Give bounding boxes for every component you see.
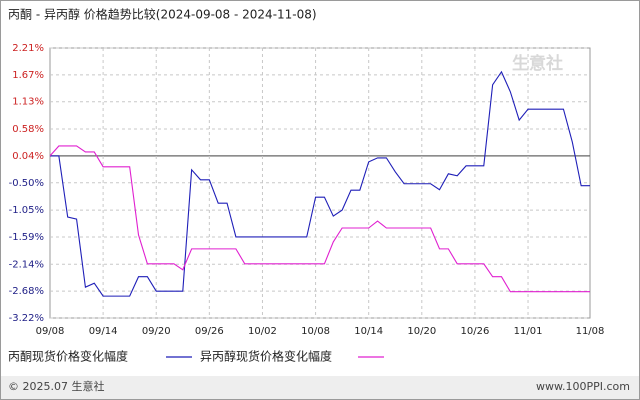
y-tick-label: -0.50% — [9, 178, 44, 189]
footer-band — [1, 376, 639, 399]
x-tick-label: 09/20 — [142, 326, 171, 337]
y-tick-label: -1.05% — [9, 205, 44, 216]
legend-label: 丙酮现货价格变化幅度 — [8, 349, 128, 364]
x-tick-label: 10/26 — [461, 326, 490, 337]
y-tick-label: -3.22% — [9, 313, 44, 324]
legend-label: 异丙醇现货价格变化幅度 — [200, 349, 332, 364]
x-tick-label: 10/08 — [301, 326, 330, 337]
footer-right: www.100PPI.com — [536, 380, 630, 393]
x-tick-label: 09/26 — [195, 326, 224, 337]
chart-title: 丙酮 - 异丙醇 价格趋势比较(2024-09-08 - 2024-11-08) — [8, 7, 317, 22]
watermark: 生意社 — [512, 53, 563, 74]
x-tick-label: 11/01 — [514, 326, 543, 337]
y-tick-label: 2.21% — [12, 43, 44, 54]
footer-left: © 2025.07 生意社 — [8, 379, 104, 393]
y-tick-label: 0.58% — [12, 124, 44, 135]
x-tick-label: 10/02 — [248, 326, 277, 337]
x-tick-label: 09/14 — [89, 326, 118, 337]
y-tick-label: -2.68% — [9, 286, 44, 297]
x-tick-label: 09/08 — [36, 326, 65, 337]
y-tick-label: -2.14% — [9, 259, 44, 270]
y-tick-label: 1.67% — [12, 70, 44, 81]
x-tick-label: 10/20 — [407, 326, 436, 337]
series-line — [49, 145, 590, 293]
series-line — [50, 70, 590, 297]
x-tick-label: 11/08 — [576, 326, 605, 337]
y-tick-label: 1.13% — [12, 97, 44, 108]
x-tick-label: 10/14 — [354, 326, 383, 337]
y-tick-label: -1.59% — [9, 232, 44, 243]
y-tick-label: 0.04% — [12, 151, 44, 162]
